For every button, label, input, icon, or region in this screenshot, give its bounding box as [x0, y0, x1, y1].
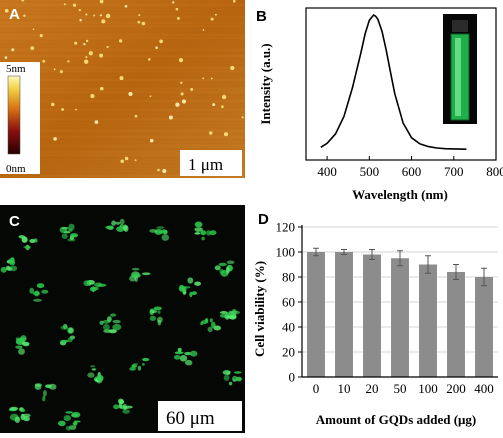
viability-y-tick-label: 120 [276, 220, 296, 235]
spectrum-x-tick-label: 700 [444, 164, 464, 179]
viability-x-tick-label: 400 [474, 381, 494, 396]
spectrum-x-ticks: 400 500 600 700 800 [317, 156, 503, 179]
viability-error-bar [397, 250, 403, 267]
viability-bars [307, 252, 493, 377]
emission-spectrum-chart: 400 500 600 700 800 Wavelength (nm) Intensit… [258, 7, 503, 202]
viability-y-tick-label: 0 [289, 370, 296, 385]
fluorescent-cells [0, 218, 242, 431]
panel-c: 60 μm C [0, 205, 245, 433]
viability-error-bar [313, 247, 319, 257]
spectrum-axes [305, 7, 497, 161]
scalebar-label-c: 60 μm [166, 408, 215, 429]
viability-error-bar [425, 255, 431, 274]
spectrum-x-tick-label: 500 [360, 164, 380, 179]
viability-bar [335, 252, 353, 377]
green-fluorescence-vial-inset [443, 14, 477, 124]
viability-x-tick-label: 100 [418, 381, 438, 396]
panel-label-b: B [256, 8, 267, 25]
viability-bar [307, 252, 325, 377]
viability-x-ticks: 0 10 20 50 100 200 400 [313, 381, 494, 396]
spectrum-x-tick-label: 400 [317, 164, 337, 179]
afm-scan-lines [0, 1, 245, 177]
viability-x-tick-label: 50 [394, 381, 407, 396]
scalebar-box-c [158, 401, 242, 431]
panel-label-a: A [9, 6, 20, 23]
spectrum-x-axis-label: Wavelength (nm) [352, 187, 448, 202]
colorbar-bottom-label: 0nm [6, 163, 26, 175]
viability-error-bar [341, 249, 347, 255]
panel-label-d: D [258, 211, 269, 228]
viability-y-ticks: 0 20 40 60 80 100 120 [276, 220, 302, 385]
panel-b: 400 500 600 700 800 Wavelength (nm) Intensit… [248, 0, 503, 205]
viability-x-tick-label: 10 [338, 381, 351, 396]
viability-error-bars [313, 247, 487, 287]
spectrum-line [320, 14, 467, 150]
viability-y-tick-label: 60 [282, 295, 295, 310]
viability-x-tick-label: 200 [446, 381, 466, 396]
spectrum-series [320, 14, 467, 150]
spectrum-x-tick-label: 800 [486, 164, 503, 179]
cell-viability-chart: 0 20 40 60 80 100 120 0 10 20 50 100 200 400 Amount … [252, 220, 498, 427]
viability-bar [363, 254, 381, 377]
viability-bar [419, 264, 437, 377]
spectrum-y-axis-label: Intensity (a.u.) [258, 43, 273, 124]
colorbar-top-label: 5nm [6, 63, 26, 75]
viability-x-tick-label: 20 [366, 381, 379, 396]
scalebar-label-a: 1 μm [188, 155, 223, 174]
viability-x-axis-label: Amount of GQDs added (μg) [316, 412, 477, 427]
panel-d: 0 20 40 60 80 100 120 0 10 20 50 100 200 400 Amount … [248, 205, 503, 433]
panel-label-c: C [9, 213, 20, 230]
viability-y-axis-label: Cell viability (%) [252, 261, 267, 357]
spectrum-x-tick-label: 600 [402, 164, 422, 179]
viability-error-bar [481, 267, 487, 287]
viability-y-tick-label: 20 [282, 345, 295, 360]
confocal-background [0, 205, 245, 433]
viability-x-tick-label: 0 [313, 381, 320, 396]
panel-a: 5nm 0nm 1 μm A [0, 0, 245, 178]
viability-error-bar [453, 264, 459, 280]
viability-error-bar [369, 249, 375, 260]
viability-bar [391, 258, 409, 377]
confocal-image: 60 μm [0, 205, 245, 433]
scalebar-box-a [180, 150, 242, 176]
viability-y-tick-label: 40 [282, 320, 295, 335]
viability-bar [475, 277, 493, 377]
viability-bar [447, 272, 465, 377]
viability-y-tick-label: 80 [282, 270, 295, 285]
afm-particles [4, 0, 244, 174]
viability-y-tick-label: 100 [276, 245, 296, 260]
colorbar [7, 75, 21, 155]
afm-image: 5nm 0nm 1 μm [0, 0, 245, 178]
